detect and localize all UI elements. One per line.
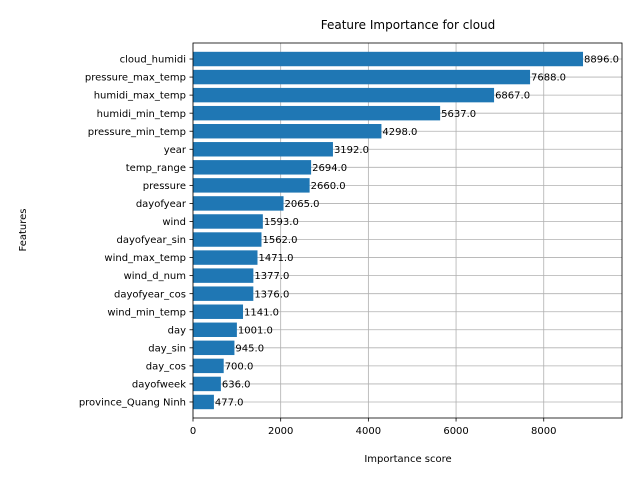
bar-value-label: 2660.0 — [311, 181, 346, 192]
y-tick-label: day_sin — [148, 343, 186, 354]
y-axis-label: Features — [18, 209, 29, 252]
bar — [193, 322, 237, 337]
y-tick-label: dayofyear_sin — [117, 235, 187, 246]
bar — [193, 268, 254, 283]
y-tick-label: dayofyear — [136, 199, 187, 210]
y-tick-label: wind_max_temp — [104, 253, 186, 264]
bar-value-label: 1377.0 — [254, 271, 289, 282]
x-tick-label: 6000 — [443, 426, 468, 437]
bar-value-label: 1593.0 — [264, 217, 299, 228]
y-tick-label: wind — [162, 217, 186, 228]
x-tick-label: 8000 — [531, 426, 556, 437]
bar-value-label: 7688.0 — [531, 73, 566, 84]
bar-value-label: 1376.0 — [254, 289, 289, 300]
bar — [193, 87, 495, 103]
x-axis-label: Importance score — [364, 454, 451, 465]
y-tick-label: year — [164, 145, 187, 156]
y-tick-label: wind_min_temp — [107, 307, 186, 318]
ticks: 0 2000 4000 6000 8000 cloud_humidi pressure_ma… — [79, 55, 557, 437]
x-tick-label: 4000 — [356, 426, 381, 437]
bar-value-label: 477.0 — [215, 398, 244, 409]
bar — [193, 250, 258, 265]
bar-value-label: 5637.0 — [441, 109, 476, 120]
bar-value-label: 6867.0 — [495, 91, 530, 102]
y-tick-label: wind_d_num — [124, 271, 186, 282]
bar — [193, 178, 310, 193]
y-tick-label: day_cos — [146, 361, 186, 372]
x-tick-label: 0 — [190, 426, 196, 437]
y-tick-label: pressure — [143, 181, 186, 192]
bar — [193, 340, 235, 356]
y-tick-label: temp_range — [126, 163, 186, 174]
bar-value-label: 3192.0 — [334, 145, 369, 156]
y-tick-label: dayofweek — [132, 380, 186, 391]
y-tick-label: pressure_min_temp — [88, 127, 186, 138]
bar — [193, 286, 254, 301]
bar-value-label: 1141.0 — [244, 307, 279, 318]
bar — [193, 304, 244, 319]
bar — [193, 105, 441, 121]
bar-value-label: 4298.0 — [382, 127, 417, 138]
bar — [193, 160, 312, 175]
bar-value-label: 1001.0 — [238, 325, 273, 336]
bar — [193, 358, 224, 374]
bar-value-label: 2694.0 — [312, 163, 347, 174]
bar-value-label: 700.0 — [225, 361, 254, 372]
y-tick-label: humidi_max_temp — [94, 91, 186, 102]
bar — [193, 142, 333, 157]
bar-value-label: 636.0 — [222, 380, 251, 391]
bar — [193, 214, 263, 229]
bar-value-label: 1562.0 — [262, 235, 297, 246]
bar — [193, 69, 531, 85]
bar — [193, 124, 382, 139]
bar-value-label: 8896.0 — [584, 55, 619, 66]
bar — [193, 51, 584, 67]
y-tick-label: dayofyear_cos — [114, 289, 186, 300]
bar — [193, 232, 262, 247]
x-tick-label: 2000 — [268, 426, 293, 437]
plot-frame — [192, 42, 623, 419]
bar — [193, 376, 221, 392]
bar — [193, 196, 284, 211]
y-tick-label: cloud_humidi — [120, 55, 186, 66]
bars — [193, 51, 584, 410]
bar-value-label: 2065.0 — [285, 199, 320, 210]
y-tick-label: humidi_min_temp — [97, 109, 186, 120]
y-tick-label: province_Quang Ninh — [79, 398, 186, 409]
bar-value-label: 1471.0 — [258, 253, 293, 264]
y-tick-label: pressure_max_temp — [85, 73, 186, 84]
bar-value-label: 945.0 — [235, 343, 264, 354]
y-tick-label: day — [168, 325, 186, 336]
chart-title: Feature Importance for cloud — [321, 18, 496, 32]
bar — [193, 394, 214, 410]
